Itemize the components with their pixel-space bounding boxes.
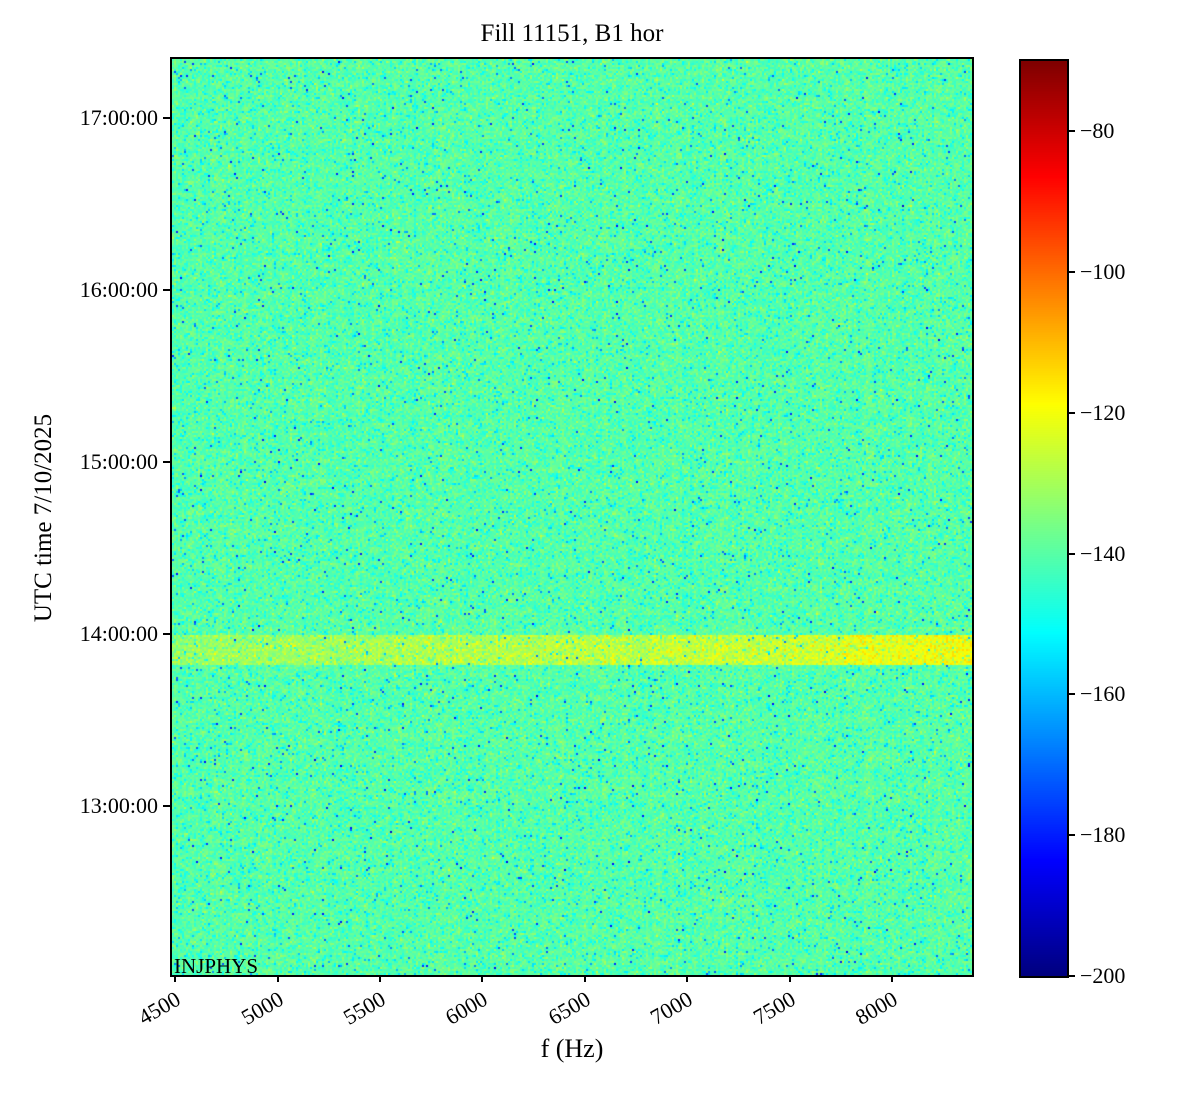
colorbar — [1019, 59, 1069, 978]
x-tick-label-text: 5000 — [236, 986, 287, 1030]
x-tick-label-text: 7000 — [646, 986, 697, 1030]
x-tick-mark — [686, 975, 689, 982]
y-tick-mark — [163, 633, 170, 636]
y-tick-mark — [163, 116, 170, 119]
y-tick-mark — [163, 288, 170, 291]
x-tick-mark — [174, 975, 177, 982]
x-tick-mark — [481, 975, 484, 982]
colorbar-tick-label: −120 — [1080, 399, 1126, 425]
colorbar-tick-mark — [1069, 552, 1075, 555]
beam-mode-annotation: INJPHYS — [174, 954, 259, 978]
x-tick-mark — [378, 975, 381, 982]
colorbar-tick-label: −100 — [1080, 259, 1126, 285]
colorbar-tick-label: −140 — [1080, 540, 1126, 566]
x-tick-label-text: 6000 — [441, 986, 492, 1030]
colorbar-tick-mark — [1069, 271, 1075, 274]
y-tick-label: 17:00:00 — [79, 104, 158, 130]
colorbar-tick-mark — [1069, 975, 1075, 977]
colorbar-tick-mark — [1069, 130, 1075, 133]
x-tick-label-text: 8000 — [850, 986, 902, 1030]
y-tick-label: 13:00:00 — [79, 793, 158, 819]
y-tick-label: 14:00:00 — [79, 621, 158, 647]
y-tick-mark — [163, 460, 170, 463]
colorbar-tick-mark — [1069, 834, 1075, 837]
spectrogram-heatmap — [172, 59, 972, 975]
x-tick-label-text: 4500 — [133, 986, 185, 1030]
colorbar-tick-label: −80 — [1080, 118, 1115, 144]
x-tick-mark — [276, 975, 279, 982]
colorbar-tick-mark — [1069, 693, 1075, 696]
y-tick-mark — [163, 805, 170, 808]
colorbar-tick-label: −160 — [1080, 681, 1126, 707]
colorbar-gradient — [1021, 61, 1067, 976]
x-tick-label-text: 6500 — [543, 986, 595, 1030]
x-tick-mark — [583, 975, 586, 982]
colorbar-tick-label: −180 — [1080, 822, 1126, 848]
colorbar-tick-label: −200 — [1080, 963, 1126, 988]
y-tick-label: 16:00:00 — [79, 276, 158, 302]
colorbar-tick-mark — [1069, 411, 1075, 414]
x-tick-mark — [891, 975, 894, 982]
plot-title: Fill 11151, B1 hor — [480, 20, 664, 47]
x-axis-label: f (Hz) — [540, 1034, 604, 1063]
plot-area: INJPHYS — [170, 57, 974, 978]
x-tick-mark — [788, 975, 791, 982]
y-axis-label: UTC time 7/10/2025 — [30, 413, 57, 623]
x-tick-label-text: 7500 — [748, 986, 800, 1030]
y-tick-label: 15:00:00 — [79, 448, 158, 474]
x-tick-label-text: 5500 — [338, 986, 390, 1030]
